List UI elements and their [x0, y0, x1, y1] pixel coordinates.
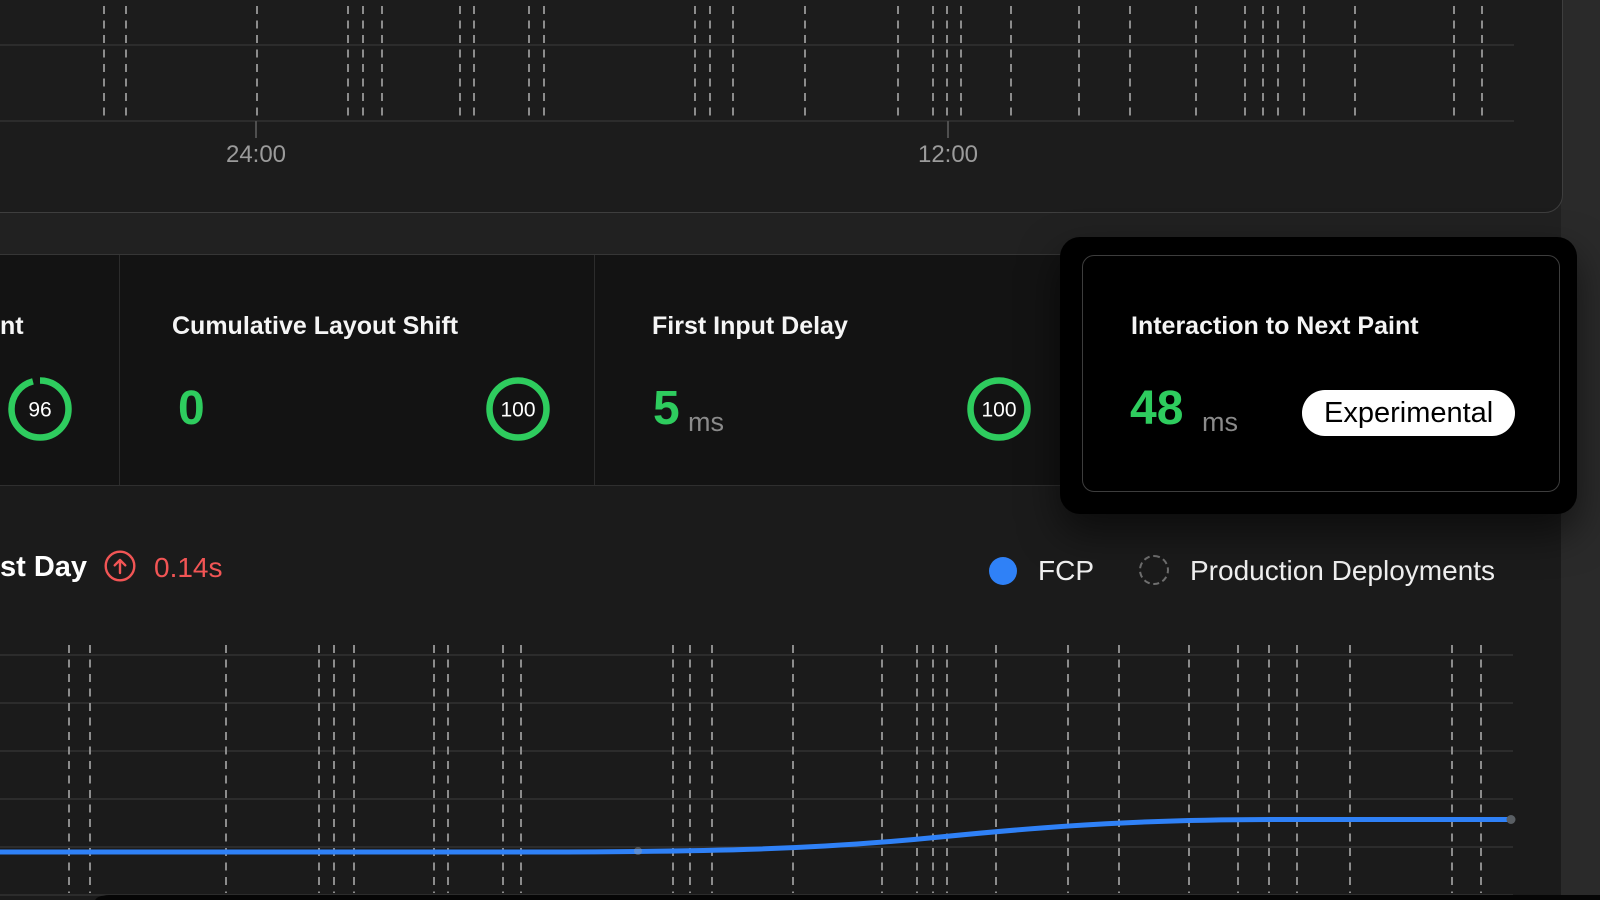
inp-value: 48	[1130, 382, 1184, 435]
comparison-delta: 0.14s	[154, 552, 223, 583]
score-ring-100-fid: 100	[967, 377, 1031, 441]
inp-unit: ms	[1202, 407, 1238, 437]
inp-card-spotlight[interactable]	[1060, 237, 1577, 514]
card-title-partial-paint: nt	[0, 312, 24, 340]
card-title-inp: Interaction to Next Paint	[1131, 312, 1419, 340]
score-ring-96: 96	[8, 377, 72, 441]
fid-value: 5	[653, 382, 680, 435]
fcp-chart-section	[0, 486, 1561, 900]
score-ring-arc	[967, 377, 1031, 441]
top-chart-svg[interactable]	[0, 0, 1562, 212]
score-ring-100-cls: 100	[486, 377, 550, 441]
score-ring-arc	[8, 377, 72, 441]
fcp-line-chart-svg[interactable]	[0, 600, 1561, 900]
comparison-label-partial: st Day	[0, 551, 88, 583]
fid-unit: ms	[688, 407, 724, 437]
deployments-legend-circle-icon[interactable]	[1139, 555, 1169, 585]
experimental-badge: Experimental	[1302, 390, 1516, 436]
card-divider	[594, 255, 595, 485]
legend-item-production-deployments[interactable]: Production Deployments	[1190, 555, 1496, 586]
x-axis-label-1200: 12:00	[917, 141, 979, 168]
card-title-cls: Cumulative Layout Shift	[172, 312, 459, 340]
x-axis-label-2400: 24:00	[225, 141, 287, 168]
top-chart-panel: 24:00 12:00	[0, 0, 1563, 213]
fcp-legend-dot[interactable]	[989, 557, 1017, 585]
card-title-fid: First Input Delay	[652, 312, 848, 340]
legend-item-fcp[interactable]: FCP	[1038, 555, 1094, 586]
card-divider	[119, 255, 120, 485]
score-ring-value: 100	[500, 399, 535, 422]
score-ring-arc	[486, 377, 550, 441]
score-ring-value: 100	[981, 399, 1016, 422]
bottom-overlay-strip	[95, 895, 1600, 900]
trend-up-icon	[104, 550, 136, 582]
score-ring-value: 96	[28, 399, 51, 422]
cls-value: 0	[178, 382, 205, 435]
inp-card-border	[1082, 255, 1560, 492]
